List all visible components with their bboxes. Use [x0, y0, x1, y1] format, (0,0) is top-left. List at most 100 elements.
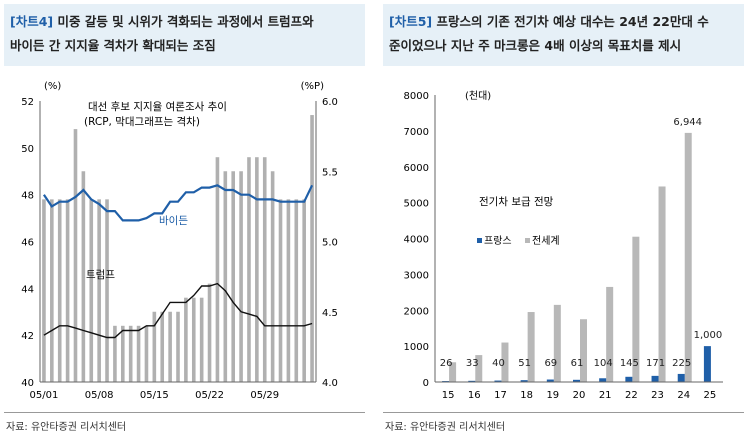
- right-y-tick-label: 6.0: [322, 97, 338, 108]
- gap-bar: [42, 199, 46, 382]
- gap-bar: [294, 199, 299, 382]
- x-tick-label: 21: [599, 390, 612, 401]
- gap-bar: [255, 157, 259, 382]
- y-axis-unit: (천대): [465, 90, 491, 102]
- france-value-label: 33: [466, 358, 479, 369]
- gap-bar: [191, 297, 196, 382]
- right-title-tag: [차트5]: [389, 14, 433, 29]
- gap-bar: [223, 171, 228, 382]
- right-title-line2: 준이었으나 지난 주 마크롱은 4배 이상의 목표치를 제시: [389, 38, 682, 53]
- y-tick-label: 7000: [404, 127, 429, 138]
- x-tick-label: 24: [677, 390, 690, 401]
- x-tick-label: 16: [468, 390, 481, 401]
- gap-bar: [302, 199, 306, 382]
- gap-bar: [89, 199, 94, 382]
- france-value-label: 145: [620, 358, 639, 369]
- left-title-line2: 바이든 간 지지율 격차가 확대되는 조짐: [10, 38, 216, 53]
- gap-bar: [65, 199, 70, 382]
- legend-france-label: 프랑스: [484, 235, 512, 247]
- x-tick-label: 18: [520, 390, 533, 401]
- gap-bar: [199, 297, 204, 382]
- right-chart-panel: [차트5] 프랑스의 기존 전기차 예상 대수는 24년 22만대 수 준이었으…: [383, 0, 744, 444]
- right-axis-unit: (%P): [301, 81, 324, 92]
- x-tick-label: 05/08: [85, 390, 114, 401]
- france-value-label: 61: [571, 358, 584, 369]
- chart-right-title: 전기차 보급 전망: [479, 196, 554, 208]
- france-value-label: 225: [672, 358, 691, 369]
- gap-bar: [310, 115, 314, 383]
- world-bar: [632, 236, 640, 382]
- france-bar: [468, 380, 476, 382]
- chart-left-subtitle: (RCP, 막대그래프는 격차): [84, 115, 200, 128]
- left-source: 자료: 유안타증권 리서치센터: [6, 422, 127, 433]
- gap-bar: [262, 157, 267, 382]
- x-tick-label: 05/01: [30, 390, 59, 401]
- left-y-tick-label: 50: [21, 144, 34, 155]
- gap-bar: [105, 199, 109, 382]
- x-tick-label: 19: [546, 390, 559, 401]
- left-title-line1: [차트4] 미중 갈등 및 시위가 격화되는 과정에서 트럼프와: [10, 10, 359, 34]
- y-tick-label: 1000: [404, 342, 429, 353]
- right-source-rule: [383, 412, 744, 413]
- left-y-tick-label: 52: [21, 97, 34, 108]
- ev-chart: 8000 7000 6000 5000 4000 3000 2000 1000 0 (천대) 26 1…: [404, 90, 723, 401]
- world-bar: [684, 132, 692, 382]
- left-title-tag: [차트4]: [10, 14, 54, 29]
- left-y-tick-label: 48: [21, 191, 34, 202]
- right-y-tick-label: 4.0: [322, 378, 338, 389]
- trump-label: 트럼프: [86, 268, 115, 281]
- gap-bar: [215, 157, 220, 382]
- x-tick-label: 05/22: [195, 390, 224, 401]
- gap-bar: [184, 297, 188, 382]
- gap-bar: [278, 199, 283, 382]
- world-bar: [658, 186, 666, 382]
- left-y-tick-label: 44: [21, 284, 34, 295]
- left-title-text1: 미중 갈등 및 시위가 격화되는 과정에서 트럼프와: [53, 14, 314, 29]
- x-tick-label: 15: [442, 390, 455, 401]
- right-title-text1: 프랑스의 기존 전기차 예상 대수는 24년 22만대 수: [432, 14, 709, 29]
- right-title-box: [차트5] 프랑스의 기존 전기차 예상 대수는 24년 22만대 수 준이었으…: [383, 4, 744, 66]
- france-bar: [625, 376, 633, 382]
- gap-bar: [113, 325, 117, 382]
- y-tick-label: 6000: [404, 163, 429, 174]
- y-tick-label: 0: [423, 378, 429, 389]
- gap-bar: [121, 325, 125, 382]
- gap-bar: [270, 171, 275, 382]
- gap-bar: [81, 171, 86, 382]
- gap-bar: [128, 325, 133, 382]
- france-bar: [520, 380, 528, 382]
- chart-left-title: 대선 후보 지지율 여론조사 추이: [88, 101, 227, 113]
- x-tick-label: 23: [651, 390, 664, 401]
- france-value-label: 40: [492, 358, 505, 369]
- x-tick-label: 05/15: [140, 390, 169, 401]
- gap-bar: [144, 325, 149, 382]
- gap-bar: [50, 199, 54, 382]
- x-tick-label: 22: [625, 390, 638, 401]
- y-tick-label: 8000: [404, 91, 429, 102]
- france-value-label: 26: [440, 358, 453, 369]
- right-title-line1: [차트5] 프랑스의 기존 전기차 예상 대수는 24년 22만대 수: [389, 10, 738, 34]
- world-bar: [501, 342, 509, 382]
- gap-bar: [231, 171, 235, 382]
- france-value-label: 1,000: [694, 330, 723, 341]
- x-tick-label: 25: [704, 390, 717, 401]
- gap-bar: [168, 311, 172, 382]
- left-chart-panel: [차트4] 미중 갈등 및 시위가 격화되는 과정에서 트럼프와 바이든 간 지…: [4, 0, 365, 444]
- gap-bar: [73, 129, 78, 382]
- france-bar: [494, 380, 502, 382]
- left-y-tick-label: 46: [21, 238, 34, 249]
- france-value-label: 171: [646, 358, 665, 369]
- biden-line: [42, 184, 314, 222]
- x-tick-label: 05/29: [250, 390, 279, 401]
- gap-bar: [136, 325, 141, 382]
- left-title-box: [차트4] 미중 갈등 및 시위가 격화되는 과정에서 트럼프와 바이든 간 지…: [4, 4, 365, 66]
- right-y-tick-label: 4.5: [322, 308, 338, 319]
- france-value-label: 69: [544, 358, 557, 369]
- world-bar: [475, 355, 483, 382]
- x-tick-label: 20: [573, 390, 586, 401]
- france-bar: [599, 378, 607, 382]
- poll-chart: (%) (%P) 52 50 48 46 44 42 40 6.0 5.5 5.0 4.5 4.0 05/0…: [21, 81, 338, 401]
- legend-france-swatch: [477, 238, 482, 243]
- france-bar: [546, 379, 554, 382]
- gap-bar: [207, 283, 212, 382]
